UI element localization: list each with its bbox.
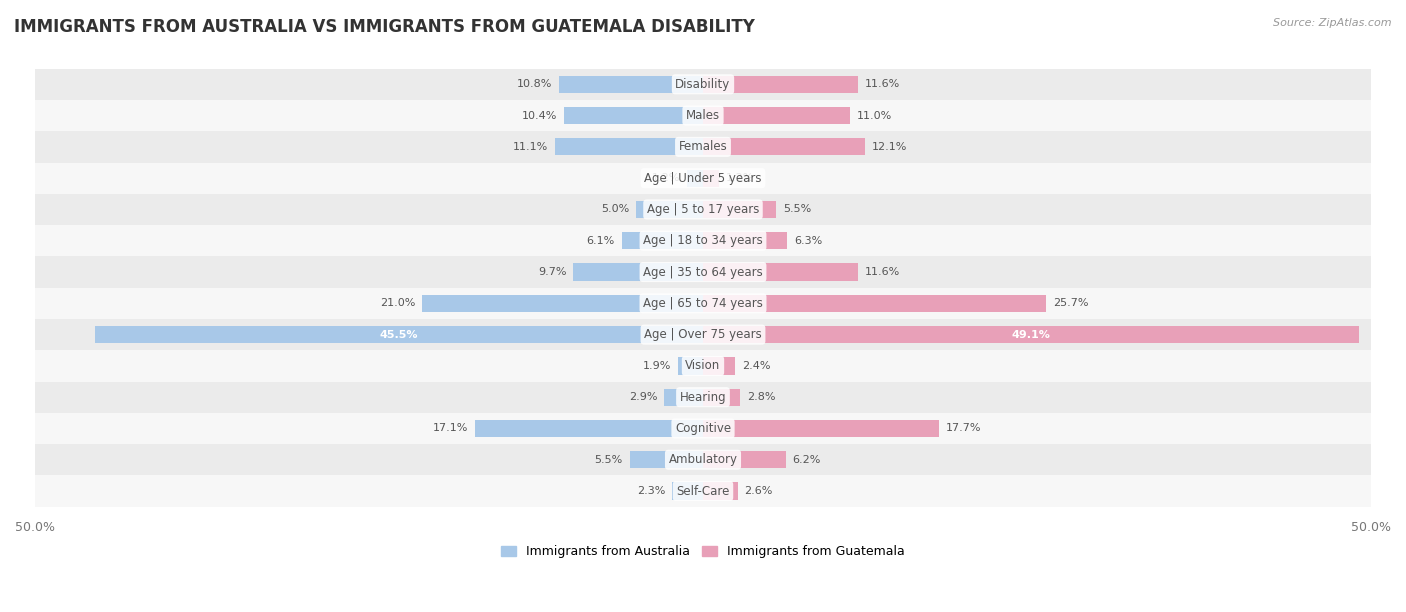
Bar [703,451,786,468]
Bar [703,326,1360,343]
Text: 21.0%: 21.0% [381,298,416,308]
Text: Cognitive: Cognitive [675,422,731,435]
Text: 11.1%: 11.1% [513,142,548,152]
Bar [703,170,718,187]
Bar [703,295,1046,312]
Bar [703,263,858,281]
Bar [574,263,703,281]
Text: 25.7%: 25.7% [1053,298,1088,308]
Bar [35,288,1371,319]
Text: 9.7%: 9.7% [538,267,567,277]
Text: 1.9%: 1.9% [643,361,671,371]
Bar [636,201,703,218]
Text: 6.2%: 6.2% [793,455,821,465]
Text: 10.4%: 10.4% [522,111,557,121]
Bar [678,357,703,375]
Text: 45.5%: 45.5% [380,330,419,340]
Bar [664,389,703,406]
Text: 1.2%: 1.2% [725,173,754,183]
Bar [703,357,735,375]
Bar [35,100,1371,131]
Bar [703,76,858,93]
Text: 2.4%: 2.4% [742,361,770,371]
Text: 10.8%: 10.8% [516,80,553,89]
Text: 1.2%: 1.2% [652,173,681,183]
Bar [630,451,703,468]
Text: IMMIGRANTS FROM AUSTRALIA VS IMMIGRANTS FROM GUATEMALA DISABILITY: IMMIGRANTS FROM AUSTRALIA VS IMMIGRANTS … [14,18,755,36]
Text: 11.0%: 11.0% [856,111,891,121]
Bar [35,163,1371,194]
Text: 6.3%: 6.3% [794,236,823,246]
Bar [35,225,1371,256]
Bar [703,420,939,437]
Text: Age | Over 75 years: Age | Over 75 years [644,328,762,341]
Text: Self-Care: Self-Care [676,485,730,498]
Bar [35,413,1371,444]
Bar [564,107,703,124]
Text: 5.5%: 5.5% [595,455,623,465]
Bar [35,256,1371,288]
Text: 12.1%: 12.1% [872,142,907,152]
Bar [35,381,1371,413]
Text: 6.1%: 6.1% [586,236,614,246]
Text: Ambulatory: Ambulatory [668,453,738,466]
Bar [475,420,703,437]
Bar [688,170,703,187]
Text: 11.6%: 11.6% [865,80,900,89]
Text: Source: ZipAtlas.com: Source: ZipAtlas.com [1274,18,1392,28]
Text: Age | 18 to 34 years: Age | 18 to 34 years [643,234,763,247]
Bar [703,232,787,249]
Text: Age | Under 5 years: Age | Under 5 years [644,171,762,185]
Text: 2.3%: 2.3% [637,486,665,496]
Bar [96,326,703,343]
Bar [703,107,851,124]
Text: 17.1%: 17.1% [433,424,468,433]
Text: 11.6%: 11.6% [865,267,900,277]
Bar [555,138,703,155]
Text: 17.7%: 17.7% [946,424,981,433]
Text: 2.8%: 2.8% [747,392,776,402]
Text: Disability: Disability [675,78,731,91]
Text: Vision: Vision [685,359,721,372]
Bar [621,232,703,249]
Text: Age | 35 to 64 years: Age | 35 to 64 years [643,266,763,278]
Bar [35,319,1371,350]
Text: 5.5%: 5.5% [783,204,811,214]
Bar [35,444,1371,476]
Legend: Immigrants from Australia, Immigrants from Guatemala: Immigrants from Australia, Immigrants fr… [496,540,910,563]
Bar [35,476,1371,507]
Bar [703,482,738,499]
Bar [672,482,703,499]
Text: 2.6%: 2.6% [744,486,773,496]
Text: 49.1%: 49.1% [1011,330,1050,340]
Bar [703,201,776,218]
Text: 5.0%: 5.0% [602,204,630,214]
Text: Males: Males [686,109,720,122]
Bar [35,350,1371,381]
Bar [35,69,1371,100]
Text: Age | 65 to 74 years: Age | 65 to 74 years [643,297,763,310]
Bar [558,76,703,93]
Text: Age | 5 to 17 years: Age | 5 to 17 years [647,203,759,216]
Bar [35,194,1371,225]
Text: Hearing: Hearing [679,390,727,404]
Text: Females: Females [679,140,727,154]
Text: 2.9%: 2.9% [628,392,658,402]
Bar [703,138,865,155]
Bar [35,131,1371,163]
Bar [703,389,741,406]
Bar [422,295,703,312]
